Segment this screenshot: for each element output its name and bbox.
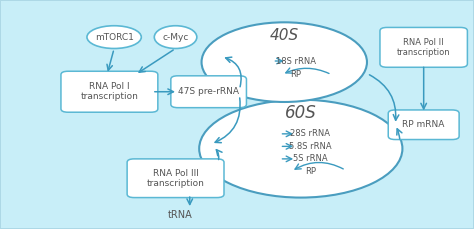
FancyBboxPatch shape (61, 71, 158, 112)
Text: mTORC1: mTORC1 (95, 33, 134, 42)
Ellipse shape (155, 26, 197, 49)
Text: 5.8S rRNA: 5.8S rRNA (289, 142, 332, 151)
Circle shape (201, 22, 367, 102)
Text: 47S pre-rRNA: 47S pre-rRNA (178, 87, 239, 96)
Text: RNA Pol II
transcription: RNA Pol II transcription (397, 38, 450, 57)
FancyBboxPatch shape (380, 27, 467, 67)
Text: 5S rRNA: 5S rRNA (293, 154, 328, 163)
Text: c-Myc: c-Myc (163, 33, 189, 42)
Text: 40S: 40S (270, 28, 299, 44)
FancyBboxPatch shape (388, 110, 459, 139)
Text: 18S rRNA: 18S rRNA (276, 57, 316, 65)
FancyBboxPatch shape (127, 159, 224, 198)
Circle shape (199, 100, 402, 198)
Ellipse shape (87, 26, 141, 49)
FancyBboxPatch shape (171, 76, 246, 108)
Text: RP: RP (305, 167, 316, 176)
Text: RNA Pol I
transcription: RNA Pol I transcription (81, 82, 138, 101)
Text: RNA Pol III
transcription: RNA Pol III transcription (146, 169, 204, 188)
Text: 28S rRNA: 28S rRNA (290, 129, 330, 138)
Text: 60S: 60S (285, 104, 317, 122)
Text: RP: RP (291, 70, 301, 79)
Text: RP mRNA: RP mRNA (402, 120, 445, 129)
Text: tRNA: tRNA (168, 210, 192, 220)
